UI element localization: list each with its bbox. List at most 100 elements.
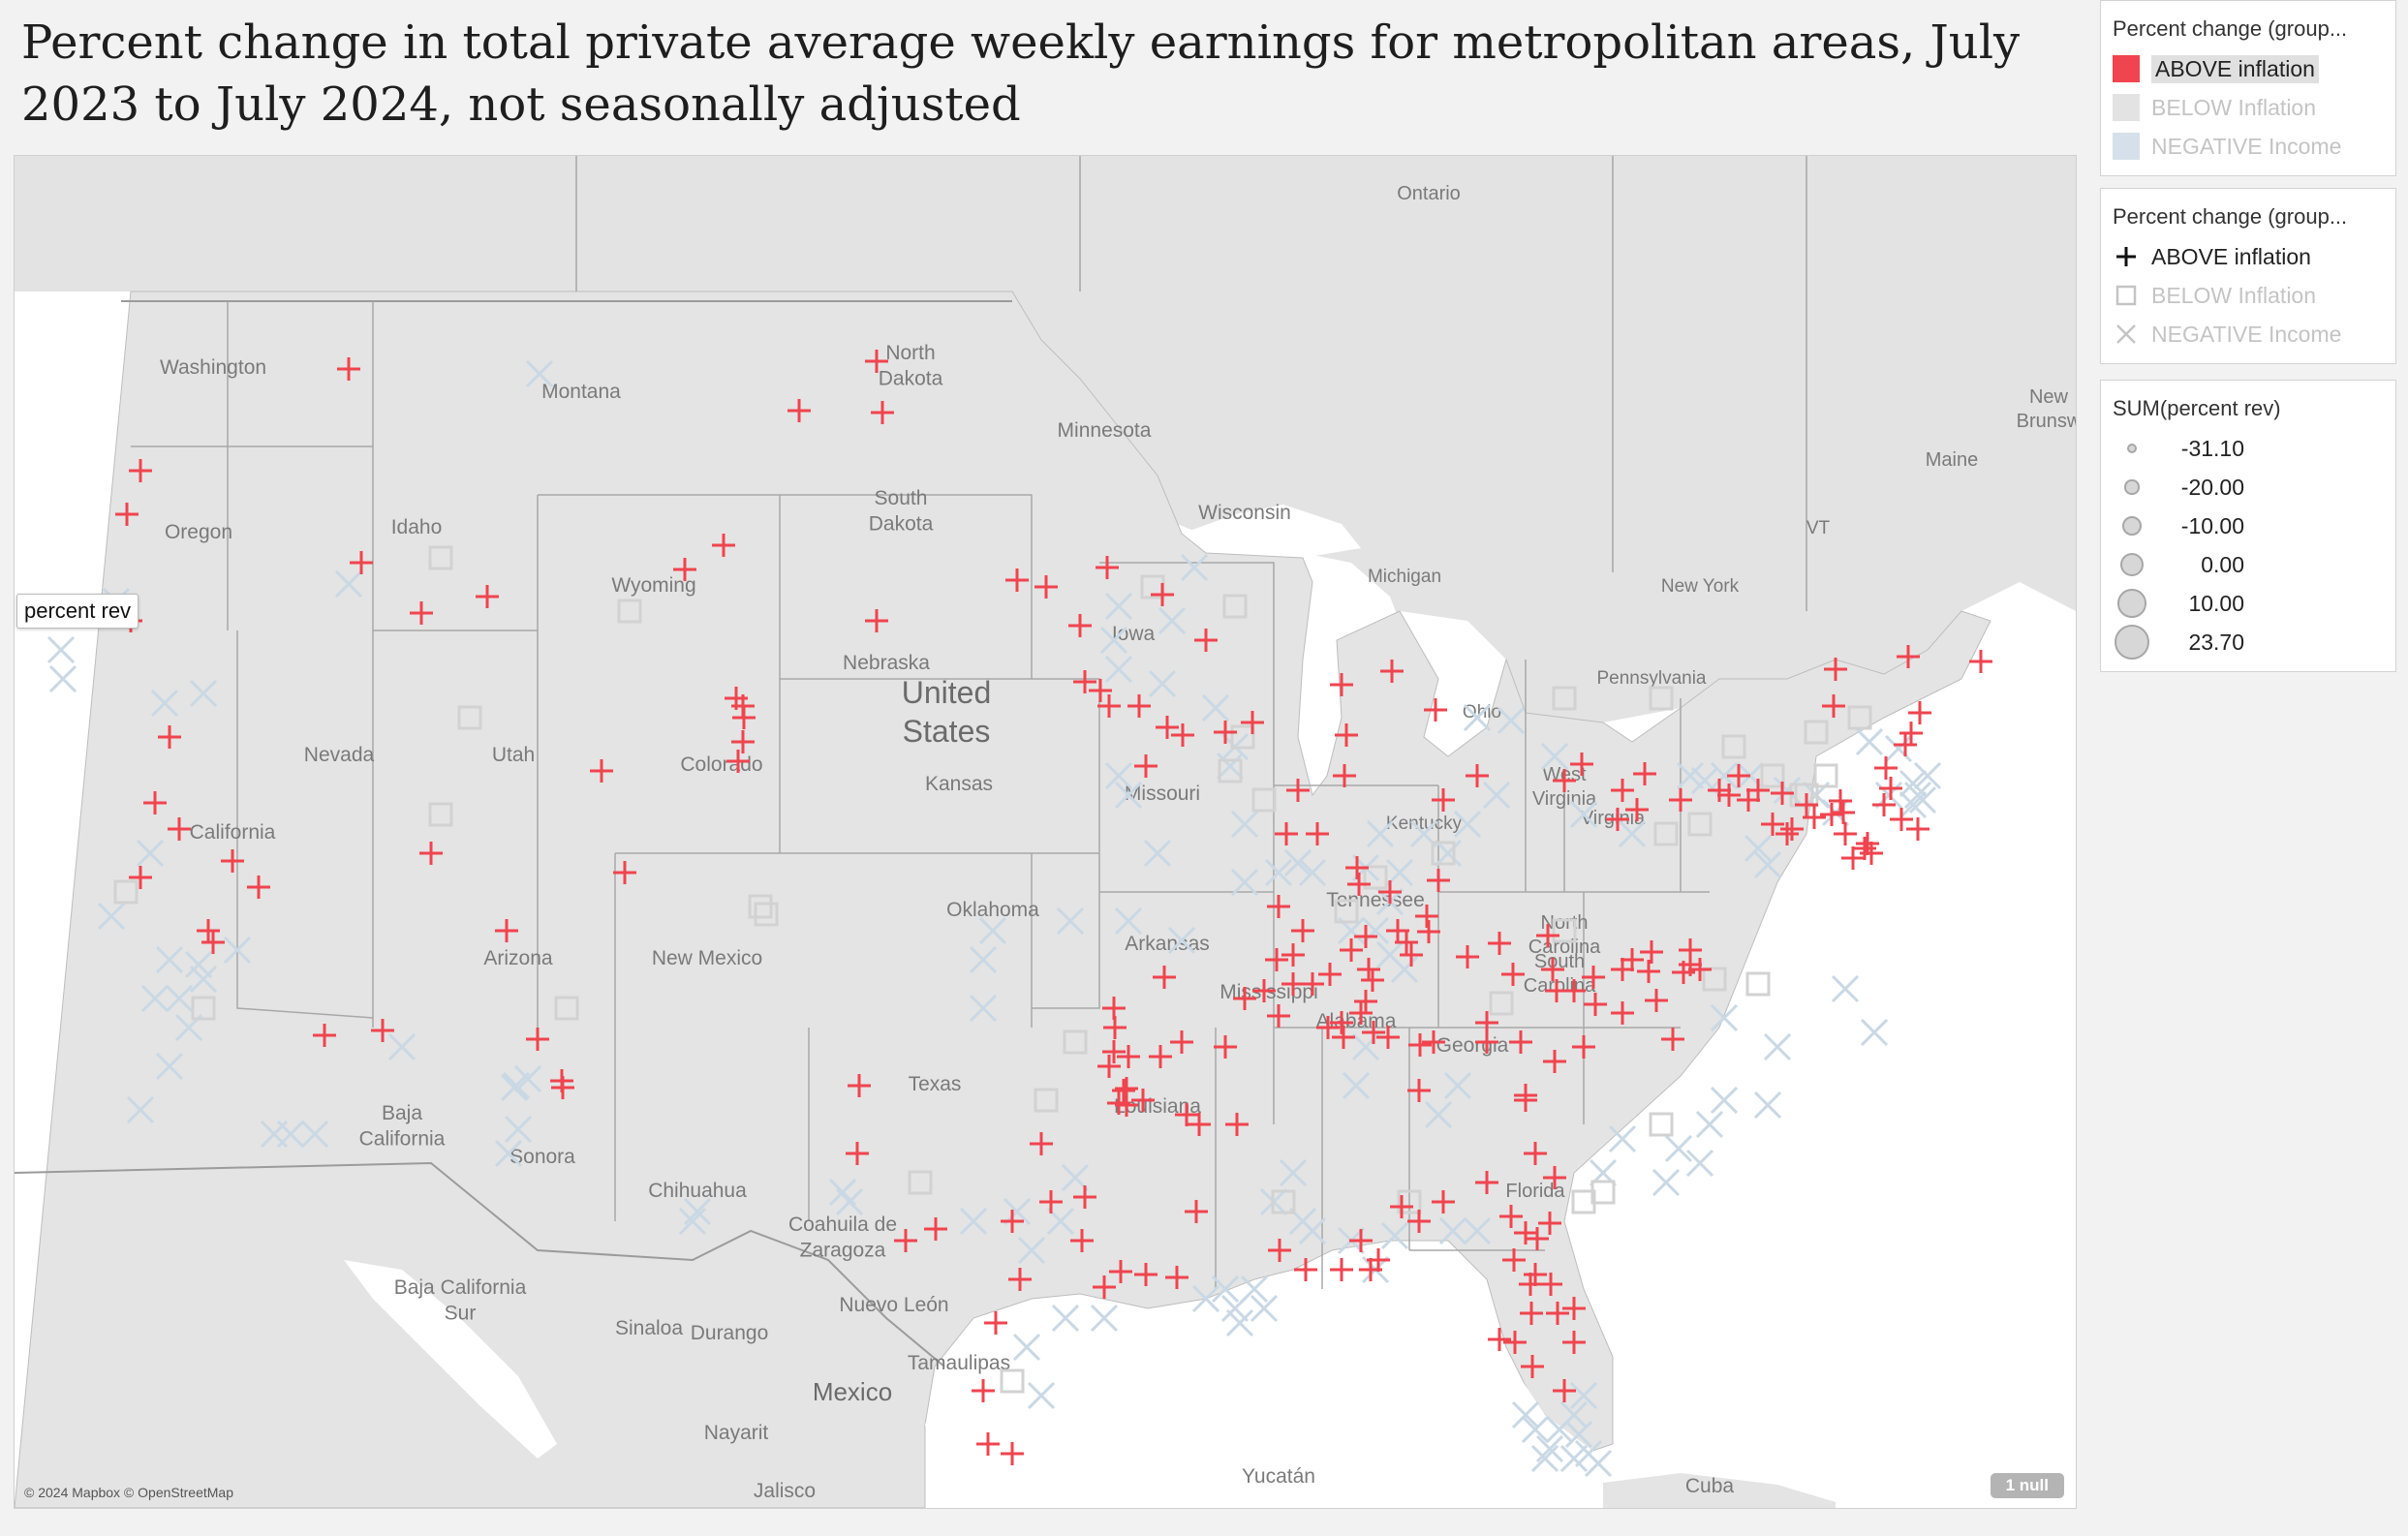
- above-inflation-marker[interactable]: [1499, 1205, 1523, 1228]
- above-inflation-marker[interactable]: [1415, 905, 1438, 928]
- negative-income-marker[interactable]: [1652, 1168, 1681, 1197]
- above-inflation-marker[interactable]: [1456, 945, 1479, 968]
- above-inflation-marker[interactable]: [1501, 963, 1525, 986]
- negative-income-marker[interactable]: [1230, 868, 1259, 897]
- below-inflation-marker[interactable]: [1218, 758, 1243, 783]
- below-inflation-marker[interactable]: [1721, 734, 1746, 759]
- negative-income-marker[interactable]: [1158, 606, 1187, 635]
- negative-income-marker[interactable]: [1695, 1110, 1724, 1139]
- above-inflation-marker[interactable]: [1524, 1142, 1547, 1165]
- size-legend-item[interactable]: 0.00: [2101, 545, 2395, 584]
- above-inflation-marker[interactable]: [1332, 1026, 1355, 1049]
- negative-income-marker[interactable]: [155, 945, 184, 974]
- above-inflation-marker[interactable]: [1102, 1040, 1126, 1063]
- above-inflation-marker[interactable]: [1362, 1021, 1385, 1044]
- above-inflation-marker[interactable]: [1553, 769, 1576, 792]
- negative-income-marker[interactable]: [1482, 781, 1511, 810]
- negative-income-marker[interactable]: [1027, 1381, 1056, 1410]
- above-inflation-marker[interactable]: [1349, 1001, 1373, 1025]
- above-inflation-marker[interactable]: [1115, 1077, 1138, 1100]
- above-inflation-marker[interactable]: [787, 399, 811, 422]
- above-inflation-marker[interactable]: [1214, 721, 1237, 744]
- negative-income-marker[interactable]: [1899, 769, 1928, 798]
- above-inflation-marker[interactable]: [1509, 1030, 1532, 1054]
- above-inflation-marker[interactable]: [1097, 694, 1121, 718]
- below-inflation-marker[interactable]: [617, 599, 642, 624]
- size-legend-item[interactable]: 23.70: [2101, 623, 2395, 661]
- above-inflation-marker[interactable]: [1908, 701, 1931, 724]
- above-inflation-marker[interactable]: [1112, 1079, 1135, 1102]
- above-inflation-marker[interactable]: [1376, 1026, 1400, 1049]
- above-inflation-marker[interactable]: [1175, 1103, 1198, 1126]
- negative-income-marker[interactable]: [1240, 1275, 1269, 1304]
- negative-income-marker[interactable]: [97, 902, 126, 931]
- above-inflation-marker[interactable]: [1380, 660, 1404, 683]
- negative-income-marker[interactable]: [525, 359, 554, 388]
- above-inflation-marker[interactable]: [1746, 779, 1770, 802]
- negative-income-marker[interactable]: [1753, 850, 1782, 879]
- below-inflation-marker[interactable]: [1702, 967, 1727, 992]
- size-legend-item[interactable]: -20.00: [2101, 468, 2395, 507]
- negative-income-marker[interactable]: [126, 1095, 155, 1124]
- below-inflation-marker[interactable]: [1847, 705, 1872, 730]
- above-inflation-marker[interactable]: [1170, 1030, 1193, 1054]
- negative-income-marker[interactable]: [223, 936, 252, 965]
- above-inflation-marker[interactable]: [1899, 722, 1923, 745]
- below-inflation-marker[interactable]: [1397, 1189, 1422, 1214]
- size-legend-item[interactable]: -31.10: [2101, 429, 2395, 468]
- negative-income-marker[interactable]: [1104, 761, 1133, 790]
- above-inflation-marker[interactable]: [1424, 698, 1447, 722]
- above-inflation-marker[interactable]: [1874, 756, 1898, 780]
- negative-income-marker[interactable]: [1225, 1308, 1254, 1337]
- above-inflation-marker[interactable]: [1520, 1302, 1543, 1325]
- above-inflation-marker[interactable]: [1291, 919, 1314, 942]
- negative-income-marker[interactable]: [1564, 1420, 1593, 1449]
- below-inflation-marker[interactable]: [1552, 686, 1577, 711]
- negative-income-marker[interactable]: [1559, 1444, 1589, 1473]
- above-inflation-marker[interactable]: [1897, 645, 1920, 668]
- above-inflation-marker[interactable]: [871, 401, 894, 424]
- above-inflation-marker[interactable]: [1345, 856, 1369, 879]
- negative-income-marker[interactable]: [136, 839, 165, 868]
- above-inflation-marker[interactable]: [1633, 762, 1656, 785]
- above-inflation-marker[interactable]: [526, 1028, 549, 1051]
- above-inflation-marker[interactable]: [1780, 817, 1804, 841]
- negative-income-marker[interactable]: [150, 689, 179, 718]
- negative-income-marker[interactable]: [1753, 1091, 1782, 1120]
- negative-income-marker[interactable]: [48, 664, 77, 693]
- negative-income-marker[interactable]: [46, 635, 76, 664]
- above-inflation-marker[interactable]: [848, 1074, 871, 1097]
- above-inflation-marker[interactable]: [590, 759, 613, 783]
- negative-income-marker[interactable]: [1511, 1400, 1540, 1429]
- negative-income-marker[interactable]: [1104, 655, 1133, 684]
- shape-legend-item-above[interactable]: ABOVE inflation: [2101, 237, 2395, 276]
- above-inflation-marker[interactable]: [419, 842, 443, 865]
- above-inflation-marker[interactable]: [1803, 806, 1826, 829]
- negative-income-marker[interactable]: [1685, 1149, 1714, 1178]
- above-inflation-marker[interactable]: [1349, 1229, 1373, 1252]
- negative-income-marker[interactable]: [1017, 1236, 1046, 1265]
- above-inflation-marker[interactable]: [1354, 925, 1377, 948]
- above-inflation-marker[interactable]: [1553, 1379, 1576, 1402]
- negative-income-marker[interactable]: [1899, 790, 1928, 819]
- above-inflation-marker[interactable]: [1267, 1004, 1290, 1028]
- below-inflation-marker[interactable]: [1431, 841, 1456, 866]
- above-inflation-marker[interactable]: [924, 1217, 947, 1241]
- negative-income-marker[interactable]: [683, 1197, 712, 1226]
- negative-income-marker[interactable]: [1913, 761, 1942, 790]
- negative-income-marker[interactable]: [1264, 858, 1293, 887]
- below-inflation-marker[interactable]: [1334, 899, 1359, 924]
- above-inflation-marker[interactable]: [1822, 694, 1845, 718]
- negative-income-marker[interactable]: [1283, 848, 1312, 877]
- negative-income-marker[interactable]: [1298, 858, 1327, 887]
- above-inflation-marker[interactable]: [221, 849, 244, 873]
- above-inflation-marker[interactable]: [1640, 940, 1663, 964]
- above-inflation-marker[interactable]: [1252, 979, 1276, 1002]
- above-inflation-marker[interactable]: [1354, 990, 1377, 1013]
- above-inflation-marker[interactable]: [247, 876, 270, 899]
- negative-income-marker[interactable]: [959, 1207, 988, 1236]
- above-inflation-marker[interactable]: [1582, 966, 1605, 989]
- above-inflation-marker[interactable]: [1824, 658, 1847, 681]
- negative-income-marker[interactable]: [1530, 1444, 1559, 1473]
- above-inflation-marker[interactable]: [1841, 846, 1865, 870]
